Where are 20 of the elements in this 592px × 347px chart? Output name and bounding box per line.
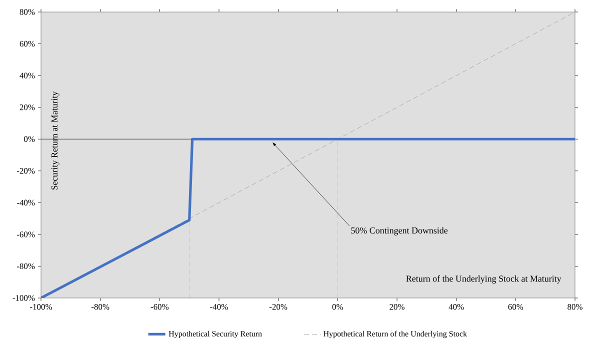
x-tick-label: 0%	[332, 304, 344, 310]
x-tick-label: 60%	[508, 304, 524, 310]
y-tick-label: -80%	[16, 263, 35, 270]
y-tick-label: -20%	[16, 168, 35, 174]
x-tick-label: 40%	[448, 304, 464, 310]
x-tick-label: 20%	[390, 304, 404, 310]
x-tick-label: -100%	[30, 304, 52, 310]
y-tick-label: -60%	[16, 232, 35, 238]
y-tick-label: 40%	[20, 72, 35, 78]
x-tick-label: -80%	[91, 304, 110, 310]
x-tick-label: -40%	[210, 304, 228, 310]
y-tick-label: -100%	[12, 295, 35, 301]
y-tick-label: 80%	[20, 9, 35, 15]
x-tick-label: 80%	[568, 304, 582, 310]
x-tick-label: -20%	[269, 304, 288, 310]
y-tick-label: 20%	[20, 104, 35, 110]
y-tick-label: 0%	[24, 136, 35, 142]
y-tick-label: -40%	[16, 200, 35, 206]
y-tick-label: 60%	[20, 40, 35, 47]
x-tick-label: -60%	[150, 304, 169, 310]
